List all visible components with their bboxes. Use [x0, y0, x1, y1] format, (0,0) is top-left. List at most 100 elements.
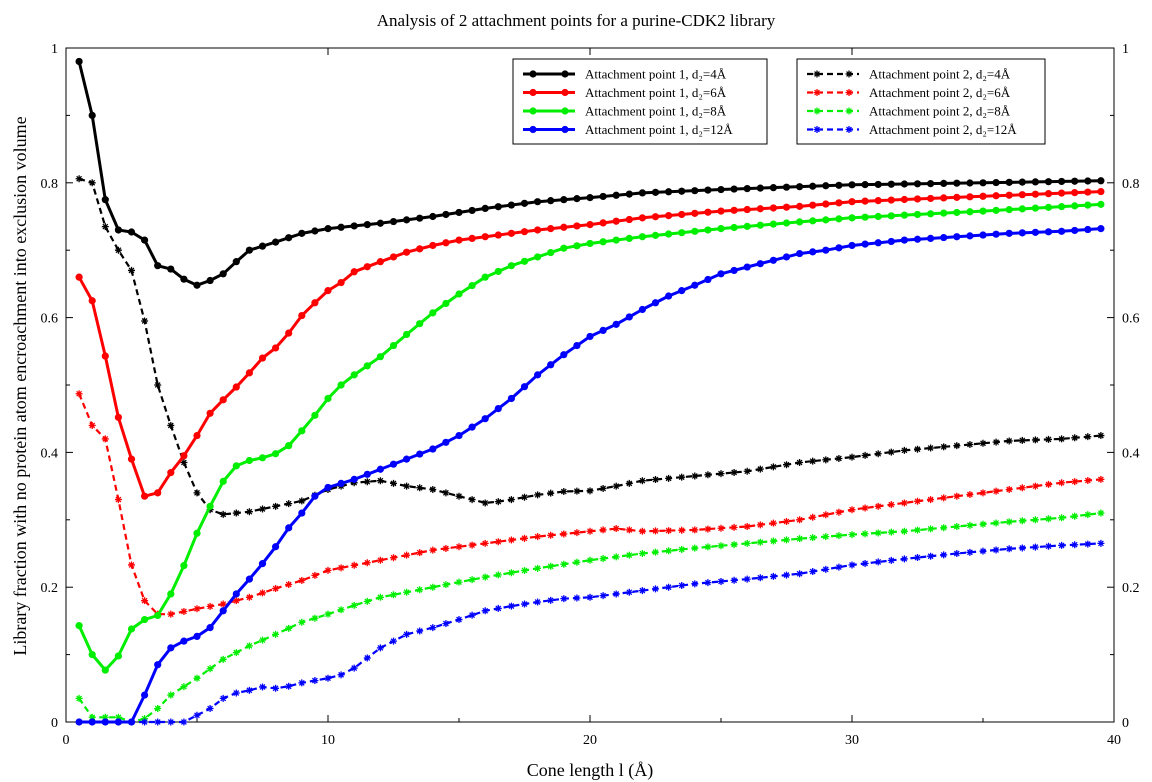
data-point	[769, 537, 777, 545]
data-point	[507, 536, 515, 544]
data-point	[1018, 205, 1026, 213]
data-point	[337, 671, 345, 679]
data-point	[651, 299, 660, 307]
data-point	[219, 477, 227, 485]
data-point	[127, 455, 136, 463]
data-point	[743, 467, 751, 475]
data-point	[416, 214, 424, 222]
data-point	[259, 683, 266, 691]
data-point	[651, 213, 660, 221]
data-point	[1018, 229, 1026, 237]
data-point	[101, 223, 109, 231]
data-point	[586, 194, 594, 202]
data-point	[796, 535, 804, 543]
data-point	[1005, 518, 1013, 526]
data-point	[599, 238, 607, 246]
data-point	[848, 241, 856, 250]
data-point	[848, 214, 856, 222]
data-point	[1005, 485, 1013, 493]
data-point	[154, 381, 162, 389]
data-point	[88, 651, 96, 659]
data-point	[835, 215, 843, 223]
legend-label: Attachment point 1, d₂=6Å	[585, 85, 727, 100]
data-point	[979, 439, 987, 447]
data-point	[547, 361, 555, 369]
data-point	[717, 225, 725, 233]
data-point	[1097, 225, 1105, 233]
data-point	[979, 207, 987, 215]
data-point	[927, 180, 935, 188]
data-point	[442, 299, 450, 308]
data-point	[1031, 178, 1039, 186]
data-point	[678, 187, 686, 195]
data-point	[350, 222, 358, 230]
data-point	[455, 492, 463, 500]
data-point	[154, 611, 162, 620]
data-point	[376, 644, 384, 652]
data-point	[586, 239, 594, 248]
data-point	[783, 461, 790, 469]
data-point	[141, 691, 149, 699]
data-point	[717, 577, 725, 585]
data-point	[848, 561, 856, 569]
data-point	[979, 192, 987, 200]
data-point	[75, 718, 83, 726]
data-point	[1097, 187, 1105, 196]
data-point	[1097, 539, 1105, 547]
y-tick-label: 0.6	[41, 312, 59, 327]
data-point	[167, 610, 175, 618]
data-point	[704, 186, 712, 194]
data-point	[455, 290, 463, 298]
data-point	[573, 594, 581, 602]
data-point	[88, 111, 96, 119]
data-point	[219, 694, 227, 702]
data-point	[88, 713, 96, 721]
data-point	[193, 431, 201, 440]
legend-label: Attachment point 1, d₂=12Å	[585, 122, 733, 137]
data-point	[927, 234, 935, 243]
data-point	[691, 281, 699, 289]
data-point	[1058, 177, 1066, 186]
data-point	[258, 560, 267, 568]
data-point	[1071, 202, 1079, 210]
data-point	[429, 309, 437, 317]
data-point	[350, 475, 358, 483]
data-point	[665, 188, 673, 196]
data-point	[389, 253, 398, 261]
data-point	[350, 371, 358, 379]
data-point	[756, 538, 764, 546]
data-point	[1031, 204, 1039, 212]
data-point	[547, 225, 555, 233]
data-point	[691, 227, 699, 235]
data-point	[861, 559, 869, 567]
data-point	[927, 444, 935, 452]
data-point	[180, 459, 188, 467]
data-point	[874, 558, 882, 566]
data-point	[1005, 437, 1013, 445]
data-point	[468, 206, 476, 215]
data-point	[206, 665, 214, 673]
data-point	[1018, 544, 1026, 552]
data-point	[1005, 191, 1013, 199]
data-point	[337, 278, 345, 287]
legend-label: Attachment point 1, d₂=4Å	[585, 67, 727, 82]
data-point	[154, 489, 162, 497]
data-point	[1058, 203, 1066, 211]
data-point	[625, 588, 633, 596]
data-point	[822, 182, 830, 190]
data-point	[219, 396, 227, 404]
data-point	[88, 718, 96, 726]
data-point	[88, 421, 96, 429]
data-point	[966, 548, 974, 556]
data-point	[835, 244, 843, 252]
data-point	[245, 456, 253, 465]
data-point	[141, 597, 149, 605]
data-point	[101, 718, 109, 726]
data-point	[560, 244, 568, 252]
data-point	[75, 622, 83, 630]
legend-marker	[845, 70, 853, 78]
data-point	[1018, 436, 1026, 444]
data-point	[547, 531, 555, 539]
data-point	[219, 607, 227, 615]
